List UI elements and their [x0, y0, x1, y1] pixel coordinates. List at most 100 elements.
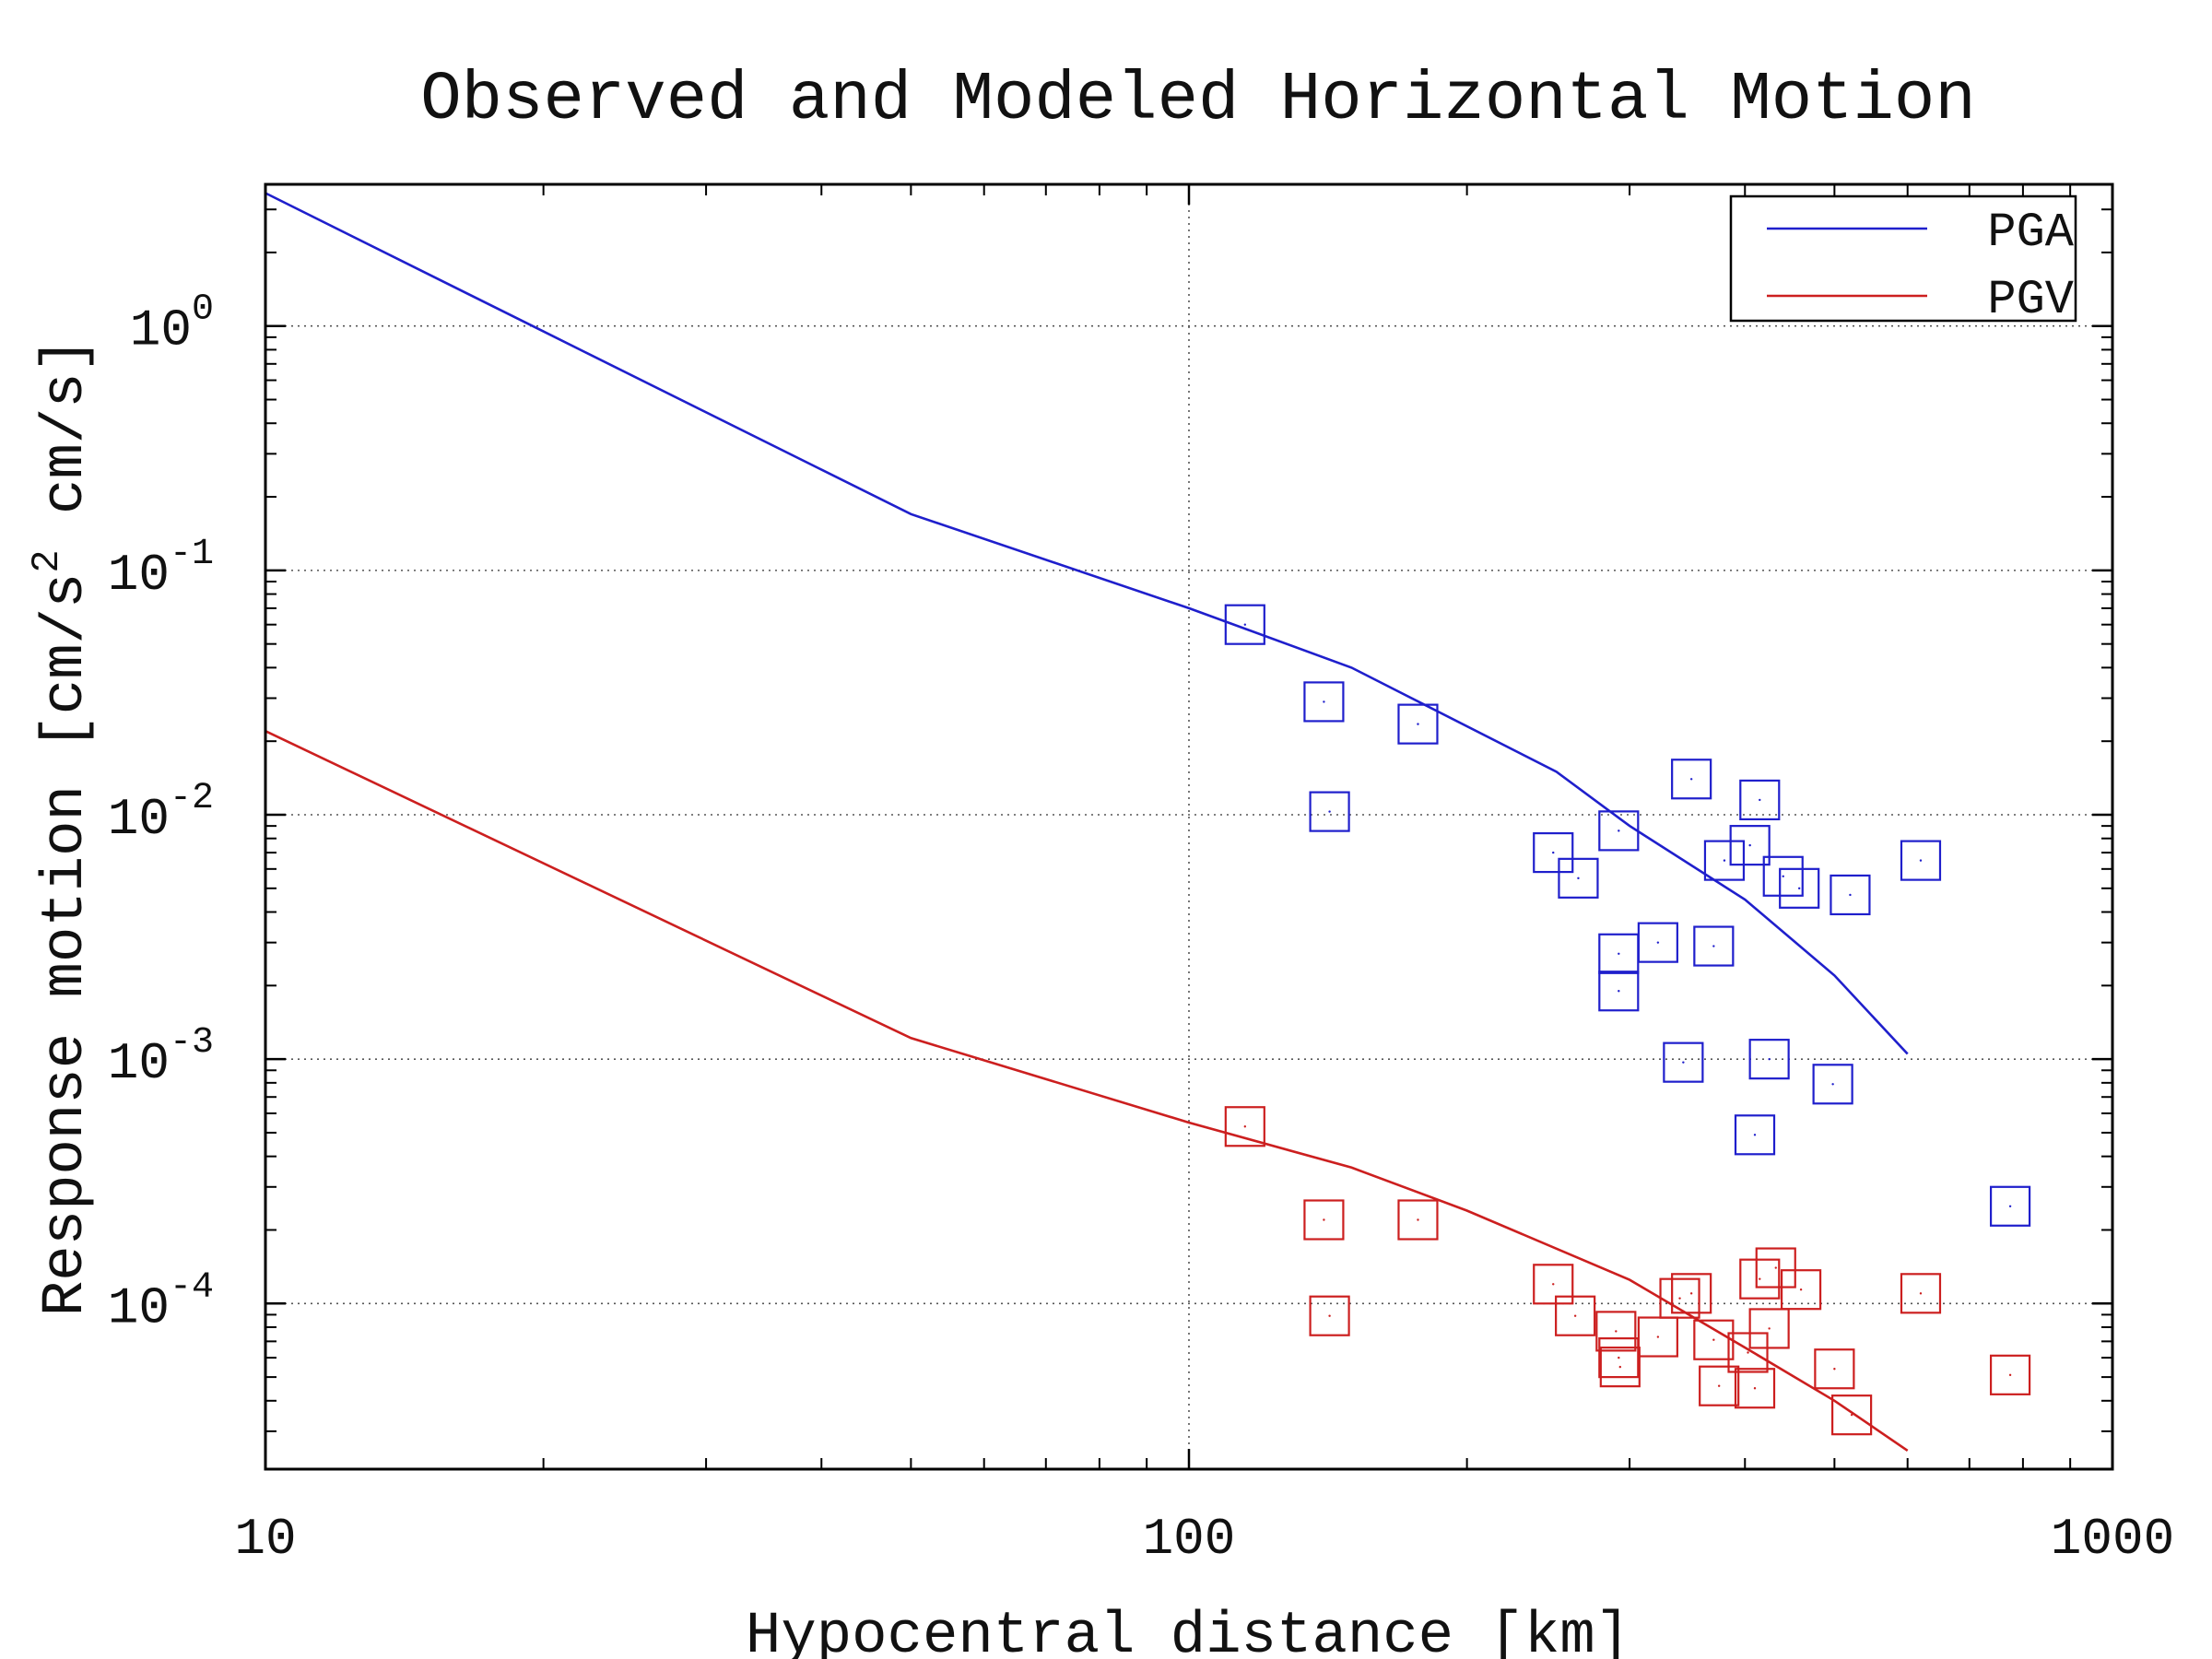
pga-observed-marker — [1303, 681, 1345, 723]
pgv-observed-marker-center — [1717, 1384, 1721, 1387]
pga-observed-marker-center — [1689, 778, 1693, 781]
pgv-observed-marker-center — [1243, 1125, 1247, 1128]
pgv-observed-marker-center — [1573, 1314, 1577, 1317]
pga-observed-marker — [1762, 855, 1804, 897]
pgv-observed-marker — [1671, 1273, 1712, 1314]
pga-observed-marker — [1830, 874, 1871, 916]
pga-observed-marker-center — [1759, 798, 1761, 802]
pgv-observed-marker-center — [1323, 1218, 1325, 1221]
pgv-observed-marker-center — [1656, 1335, 1660, 1338]
pga-observed-marker-center — [1748, 843, 1751, 847]
pga-observed-marker — [1900, 840, 1942, 881]
pgv-observed-marker — [1734, 1368, 1776, 1409]
pgv-observed-marker — [1309, 1295, 1350, 1336]
pgv-observed-marker-center — [1328, 1314, 1331, 1317]
pgv-observed-marker — [1989, 1354, 2031, 1395]
legend-label-pgv: PGV — [1987, 273, 2074, 327]
y-tick-label: 10-4 — [108, 1266, 214, 1337]
pga-observed-marker — [1729, 825, 1771, 866]
pgv-observed-marker-center — [1774, 1266, 1777, 1269]
axis-ticks — [264, 184, 2114, 1469]
pgv-observed-marker-center — [1712, 1338, 1715, 1341]
pgv-observed-marker — [1533, 1264, 1574, 1305]
pgv-observed-marker — [1739, 1258, 1781, 1300]
x-tick-label: 100 — [1143, 1510, 1236, 1569]
x-tick-label: 10 — [234, 1510, 296, 1569]
pgv-line — [265, 730, 1909, 1452]
pga-observed-marker — [1397, 703, 1439, 745]
y-tick-label-exponent: -3 — [170, 1022, 214, 1064]
pga-observed-marker-center — [1831, 1083, 1834, 1086]
pgv-observed-marker — [1831, 1394, 1873, 1436]
y-tick-label: 10-2 — [108, 778, 214, 849]
pga-observed-marker-center — [1656, 941, 1660, 944]
y-tick-label: 10-1 — [108, 534, 214, 605]
pgv-observed-marker-center — [1799, 1288, 1803, 1291]
y-tick-label-base: 10 — [108, 546, 170, 605]
pgv-observed-marker — [1900, 1273, 1942, 1314]
pga-observed-marker — [1748, 1039, 1790, 1080]
pgv-observed-marker — [1814, 1348, 1855, 1390]
pgv-observed-marker-center — [1417, 1218, 1419, 1221]
pga-observed-marker — [1812, 1064, 1853, 1105]
pgv-observed-marker-center — [1850, 1413, 1853, 1417]
pgv-observed-marker-center — [1759, 1277, 1761, 1280]
pgv-observed-marker-center — [1747, 1351, 1749, 1354]
pgv-observed-marker — [1748, 1308, 1790, 1349]
pga-observed-marker — [1637, 922, 1678, 963]
pgv-observed-marker-center — [2008, 1373, 2012, 1377]
pgv-observed-marker — [1780, 1269, 1822, 1311]
pga-observed-marker-center — [1768, 1057, 1771, 1061]
pgv-observed-marker — [1727, 1332, 1769, 1373]
pga-observed-marker — [1224, 604, 1265, 645]
grid — [265, 184, 2112, 1469]
pgv-observed-marker-center — [1618, 1365, 1622, 1369]
pgv-observed-marker-center — [1753, 1387, 1757, 1390]
y-axis-label-suffix: cm/s] — [33, 337, 100, 549]
pgv-observed-marker — [1555, 1295, 1596, 1336]
pgv-observed-marker-center — [1689, 1292, 1693, 1295]
x-axis-label: Hypocentral distance [km] — [746, 1604, 1630, 1659]
legend-label-pga: PGA — [1987, 206, 2074, 260]
pgv-observed-marker-center — [1618, 1356, 1620, 1359]
y-tick-label-exponent: -2 — [170, 778, 214, 819]
legend: PGA PGV — [1729, 194, 2077, 327]
pgv-observed-marker-center — [1768, 1327, 1771, 1330]
pga-observed-marker-center — [1552, 851, 1555, 854]
series-lines — [265, 192, 1909, 1452]
pga-observed-marker — [1779, 867, 1820, 909]
pgv-observed-marker-center — [1678, 1297, 1681, 1300]
pgv-observed-marker — [1598, 1337, 1640, 1379]
y-axis-label-prefix: Response motion [cm/s — [33, 573, 100, 1317]
pgv-observed-marker-center — [1615, 1330, 1618, 1333]
pga-observed-marker-center — [1797, 887, 1801, 890]
pgv-observed-marker-center — [1919, 1292, 1923, 1295]
pga-observed-marker-center — [1723, 859, 1726, 862]
chart-title: Observed and Modeled Horizontal Motion — [420, 62, 1975, 139]
pga-observed-marker-center — [1328, 810, 1331, 813]
y-tick-label-exponent: -1 — [170, 534, 214, 575]
pga-observed-marker-center — [1753, 1134, 1757, 1136]
y-tick-label-base: 10 — [108, 790, 170, 849]
y-tick-label-base: 10 — [108, 1278, 170, 1337]
pga-observed-marker-center — [1243, 623, 1247, 626]
pga-observed-marker — [1598, 810, 1640, 852]
pgv-observed-marker-center — [1833, 1368, 1836, 1371]
pgv-observed-marker — [1595, 1311, 1637, 1352]
x-axis-tick-labels: 10 100 1000 — [234, 1510, 2174, 1569]
pgv-observed-marker — [1599, 1347, 1641, 1388]
pga-observed-marker — [1309, 791, 1350, 832]
pga-observed-marker-center — [2008, 1205, 2012, 1207]
series-markers — [1224, 604, 2031, 1436]
pgv-observed-marker — [1637, 1316, 1678, 1358]
pga-observed-marker-center — [1417, 723, 1419, 725]
pgv-observed-marker — [1693, 1319, 1735, 1360]
pga-observed-marker-center — [1618, 952, 1620, 955]
y-tick-label: 100 — [130, 289, 214, 360]
pga-observed-marker-center — [1849, 893, 1852, 897]
pga-observed-marker-center — [1618, 990, 1620, 993]
y-axis-label: Response motion [cm/s2 cm/s] — [25, 337, 100, 1316]
pga-observed-markers — [1224, 604, 2031, 1227]
